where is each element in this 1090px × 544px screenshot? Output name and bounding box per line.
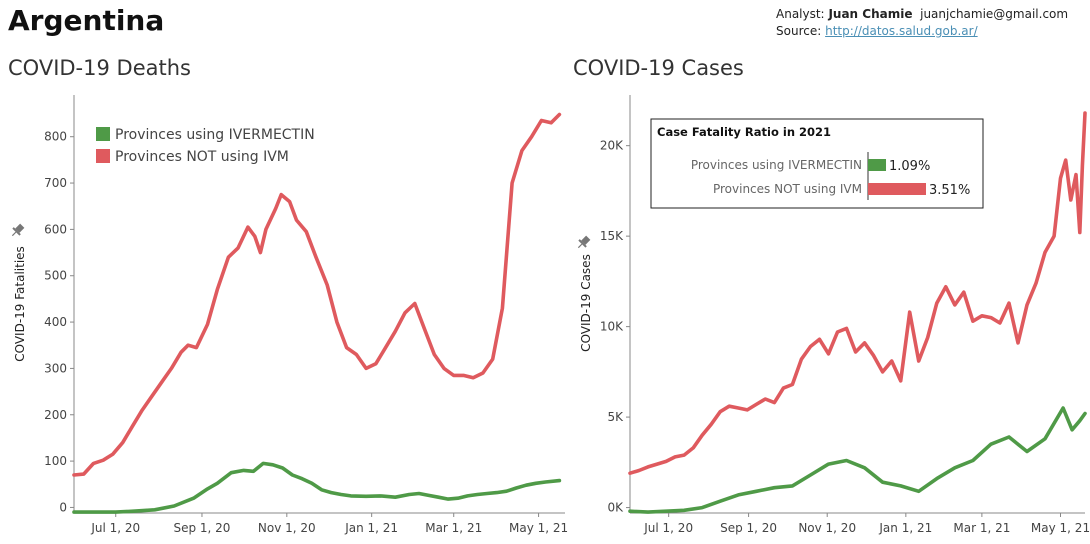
cases-xtick-label: Sep 1, 20 — [720, 521, 777, 535]
cfr-box-frame — [650, 118, 984, 209]
deaths-ytick-label: 800 — [44, 130, 67, 144]
cases-xtick-label: Mar 1, 21 — [953, 521, 1010, 535]
cfr-title: Case Fatality Ratio in 2021 — [657, 125, 831, 139]
source-link[interactable]: http://datos.salud.gob.ar/ — [825, 24, 978, 38]
deaths-xtick-label: Jul 1, 20 — [90, 521, 140, 535]
cases-ytick-label: 0K — [607, 501, 624, 515]
cases-xtick-label: May 1, 21 — [1031, 521, 1090, 535]
cases-series-ivm[interactable] — [628, 406, 1087, 514]
legend-label-noivm[interactable]: Provinces NOT using IVM — [115, 149, 289, 165]
cfr-box: Case Fatality Ratio in 2021 Provinces us… — [650, 118, 984, 209]
deaths-ytick-label: 200 — [44, 408, 67, 422]
deaths-xtick-label: Nov 1, 20 — [258, 521, 316, 535]
analyst-label: Analyst: — [776, 7, 825, 21]
cfr-value-label: 3.51% — [929, 183, 970, 198]
pin-icon-needle — [11, 231, 17, 237]
deaths-ytick-label: 300 — [44, 361, 67, 375]
cfr-bar-ivm[interactable] — [868, 159, 887, 171]
source-line: Source: http://datos.salud.gob.ar/ — [776, 23, 1068, 40]
cases-series-noivm[interactable] — [628, 111, 1087, 475]
analyst-name: Juan Chamie — [828, 7, 913, 21]
cases-ylabel: COVID-19 Cases — [579, 254, 593, 352]
deaths-ylabel: COVID-19 Fatalities — [13, 246, 27, 362]
deaths-ytick-label: 0 — [59, 500, 67, 514]
cfr-bar-noivm[interactable] — [868, 183, 926, 195]
deaths-legend: Provinces using IVERMECTIN Provinces NOT… — [96, 127, 315, 165]
pin-icon-base — [578, 239, 587, 248]
cases-ytick-label: 10K — [600, 320, 624, 334]
deaths-xtick-label: Mar 1, 21 — [425, 521, 482, 535]
deaths-xtick-label: Jan 1, 21 — [344, 521, 398, 535]
cfr-value-label: 1.09% — [889, 159, 930, 174]
source-label: Source: — [776, 24, 822, 38]
deaths-pin-icon[interactable] — [9, 222, 26, 239]
deaths-series-ivm[interactable] — [72, 461, 562, 514]
deaths-ytick-label: 700 — [44, 176, 67, 190]
cases-ytick-label: 20K — [600, 139, 624, 153]
legend-swatch-noivm[interactable] — [96, 149, 110, 163]
analyst-line: Analyst: Juan Chamie juanjchamie@gmail.c… — [776, 6, 1068, 23]
cases-xtick-label: Jan 1, 21 — [878, 521, 932, 535]
pin-icon-base — [12, 227, 21, 236]
pin-icon-head — [581, 235, 591, 245]
cases-chart-title: COVID-19 Cases — [573, 56, 744, 80]
deaths-xtick-label: May 1, 21 — [509, 521, 568, 535]
analyst-email: juanjchamie@gmail.com — [920, 7, 1069, 21]
deaths-ytick-label: 100 — [44, 454, 67, 468]
deaths-ytick-label: 400 — [44, 315, 67, 329]
deaths-xtick-label: Sep 1, 20 — [173, 521, 230, 535]
pin-icon-head — [15, 223, 25, 233]
cases-xtick-label: Nov 1, 20 — [798, 521, 856, 535]
cases-ytick-label: 15K — [600, 229, 624, 243]
cases-pin-icon[interactable] — [575, 234, 592, 251]
pin-icon-needle — [577, 243, 583, 249]
cases-xtick-label: Jul 1, 20 — [643, 521, 693, 535]
legend-swatch-ivm[interactable] — [96, 127, 110, 141]
deaths-chart: 0 100 200 300 400 500 600 700 800 Jul 1, 20 Sep 1… — [9, 95, 568, 535]
country-title: Argentina — [8, 4, 165, 37]
credits: Analyst: Juan Chamie juanjchamie@gmail.c… — [776, 6, 1068, 40]
cfr-row-label: Provinces NOT using IVM — [713, 182, 862, 196]
cfr-row-label: Provinces using IVERMECTIN — [691, 158, 862, 172]
deaths-ytick-label: 500 — [44, 269, 67, 283]
cases-ytick-label: 5K — [607, 410, 624, 424]
cases-chart: 0K 5K 10K 15K 20K Jul 1, 20 Sep 1, 20 Nov 1, 2… — [575, 95, 1090, 535]
legend-label-ivm[interactable]: Provinces using IVERMECTIN — [115, 127, 315, 143]
deaths-series-noivm[interactable] — [72, 112, 562, 477]
deaths-chart-title: COVID-19 Deaths — [8, 56, 191, 80]
deaths-ytick-label: 600 — [44, 222, 67, 236]
